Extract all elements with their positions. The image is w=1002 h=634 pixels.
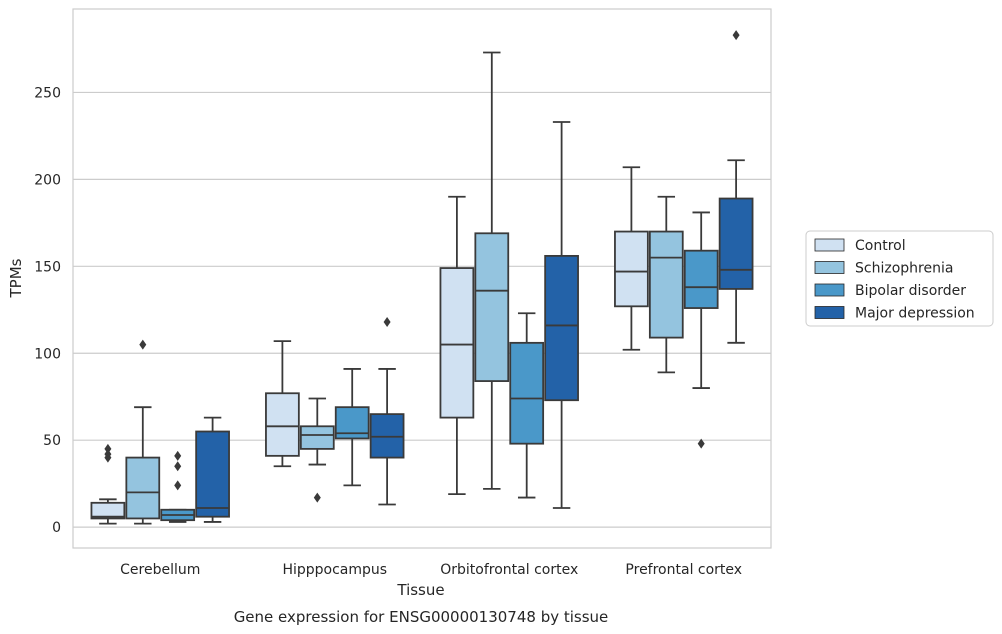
box — [544, 121, 579, 509]
box — [648, 195, 684, 374]
x-axis-title: Tissue — [396, 581, 444, 599]
box — [265, 340, 300, 468]
outlier-point — [174, 480, 182, 491]
outlier-point — [104, 449, 112, 460]
y-tick-label: 0 — [52, 520, 61, 536]
box-body — [90, 501, 126, 520]
legend-swatch — [814, 238, 845, 252]
box-body — [439, 267, 475, 419]
outlier-point — [104, 443, 112, 454]
box — [160, 450, 196, 523]
plot-area-frame — [72, 8, 772, 549]
y-axis: 0 50 100 150 200 250 — [34, 85, 61, 536]
outlier-point — [383, 316, 391, 327]
box-body — [509, 341, 545, 445]
outlier-point — [313, 492, 321, 503]
box-body — [648, 230, 684, 339]
box — [125, 339, 161, 525]
y-tick-label: 100 — [34, 346, 61, 362]
outlier-point — [697, 438, 705, 449]
boxes-layer — [90, 30, 754, 525]
box — [90, 443, 126, 525]
x-axis: Cerebellum Hipppocampus Orbitofrontal cort… — [120, 562, 742, 578]
box-body — [718, 197, 754, 290]
box-body — [474, 232, 510, 382]
box — [195, 416, 230, 523]
y-tick-label: 150 — [34, 259, 61, 275]
grid-lines — [73, 91, 771, 528]
box-body — [544, 254, 579, 402]
box — [614, 166, 649, 351]
legend-frame — [805, 230, 994, 327]
legend-label: Control — [855, 238, 906, 254]
legend-label: Major depression — [855, 306, 975, 322]
chart-caption: Gene expression for ENSG00000130748 by t… — [234, 608, 609, 626]
x-tick-label: Orbitofrontal cortex — [440, 562, 578, 578]
x-tick-label: Prefrontal cortex — [625, 562, 742, 578]
box — [474, 51, 510, 490]
y-tick-label: 200 — [34, 172, 61, 188]
legend-swatch — [814, 306, 845, 319]
outlier-point — [732, 30, 740, 41]
outlier-point — [139, 339, 147, 350]
outlier-point — [174, 461, 182, 472]
box — [334, 368, 370, 487]
y-axis-title: TPMs — [7, 258, 25, 298]
legend-label: Schizophrenia — [855, 261, 953, 277]
legend-swatch — [814, 283, 845, 297]
outlier-point — [174, 450, 182, 461]
box — [509, 312, 545, 499]
box-body — [683, 249, 719, 309]
legend: Control Schizophrenia Bipolar disorder Majo… — [805, 230, 994, 327]
box — [369, 316, 405, 506]
x-tick-label: Cerebellum — [120, 562, 200, 578]
box-body — [125, 456, 161, 520]
box — [683, 211, 719, 449]
box-body — [195, 430, 230, 518]
legend-label: Bipolar disorder — [855, 283, 966, 299]
x-tick-label: Hipppocampus — [282, 562, 387, 578]
box — [718, 30, 754, 344]
y-tick-label: 50 — [43, 433, 61, 449]
box-body — [265, 392, 300, 457]
box-body — [614, 230, 649, 308]
box — [299, 397, 335, 503]
box — [439, 195, 475, 496]
legend-swatch — [814, 261, 845, 274]
y-tick-label: 250 — [34, 85, 61, 101]
box-body — [299, 425, 335, 450]
